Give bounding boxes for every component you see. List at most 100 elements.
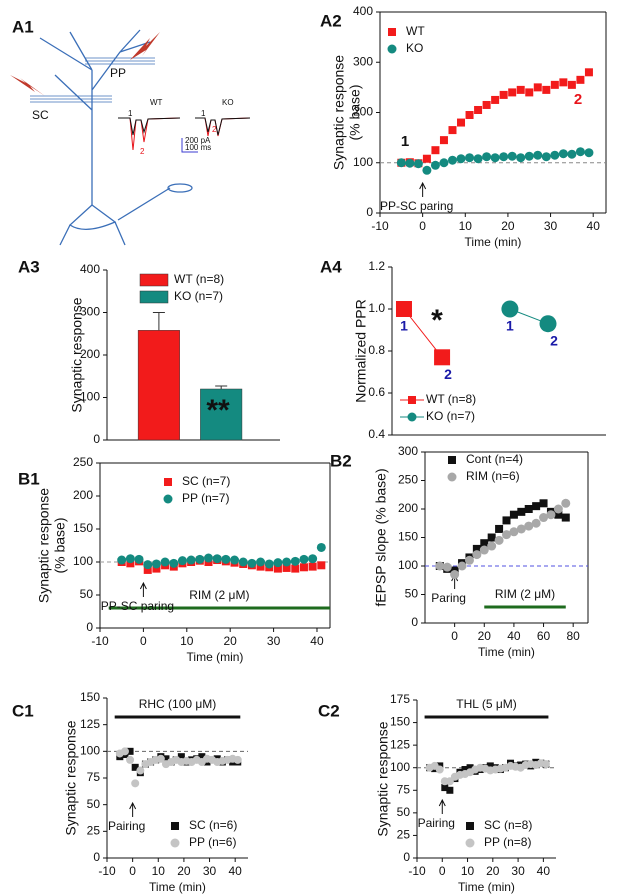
data-point <box>472 550 482 560</box>
data-point <box>558 149 568 159</box>
data-point <box>517 507 526 516</box>
y-axis-label: Synaptic response <box>375 721 391 836</box>
data-point <box>195 554 205 564</box>
pairing-label: Pairing <box>108 819 145 833</box>
x-tick-label: 10 <box>180 634 194 648</box>
data-point <box>160 557 170 567</box>
panel-label: C2 <box>318 701 340 720</box>
data-point <box>541 760 550 769</box>
pairing-arrow <box>129 801 137 817</box>
legend-swatch <box>139 273 169 287</box>
data-point <box>491 95 500 104</box>
x-tick-label: 10 <box>461 864 475 878</box>
pathway-label: SC <box>32 108 49 122</box>
data-point <box>117 555 127 565</box>
data-point <box>456 154 466 164</box>
data-point <box>256 557 266 567</box>
x-tick-label: 30 <box>203 864 217 878</box>
data-point <box>531 518 541 528</box>
data-point <box>448 126 457 135</box>
data-point <box>198 753 206 761</box>
y-tick-label: 50 <box>397 805 411 819</box>
y-tick-label: 100 <box>73 554 93 568</box>
neuron-diagram: A1 PP SC WT KO 1 2 1 2 200 <box>10 17 251 246</box>
peak-label: 2 <box>212 125 217 134</box>
data-point <box>156 754 165 763</box>
data-point <box>131 779 140 788</box>
data-point <box>134 554 144 564</box>
data-point <box>446 786 454 794</box>
x-tick-label: 0 <box>419 219 426 233</box>
data-point <box>575 147 585 157</box>
y-tick-label: 0 <box>93 432 100 446</box>
x-tick-label: 0 <box>439 864 446 878</box>
trace-label: KO <box>222 98 234 107</box>
data-point <box>516 524 526 534</box>
data-point <box>256 562 265 571</box>
legend-marker <box>465 838 475 848</box>
data-point <box>439 158 449 168</box>
y-axis-label: Normalized PPR <box>353 299 369 402</box>
data-point <box>152 564 161 573</box>
y-axis-label: (% base) <box>347 84 363 140</box>
data-point <box>247 558 257 568</box>
peak-label: 2 <box>140 147 145 156</box>
data-point <box>465 153 475 163</box>
y-tick-label: 100 <box>353 155 373 169</box>
y-tick-label: 300 <box>353 54 373 68</box>
legend-label: SC (n=8) <box>484 818 532 832</box>
x-tick-label: -10 <box>98 864 116 878</box>
x-axis-label: Time (min) <box>458 880 515 894</box>
data-point <box>509 527 519 537</box>
neuron <box>39 29 193 246</box>
data-point <box>441 784 449 792</box>
stimulus-bolt <box>10 32 160 96</box>
data-point <box>308 562 317 571</box>
scale-label: 100 ms <box>185 143 211 152</box>
traces <box>118 117 251 153</box>
legend-label: PP (n=8) <box>484 835 531 849</box>
y-axis-label: Synaptic response <box>69 297 85 412</box>
data-point <box>474 105 483 114</box>
data-point <box>525 88 534 97</box>
x-tick-label: 0 <box>129 864 136 878</box>
y-tick-label: 0.8 <box>368 343 385 357</box>
data-point <box>126 747 134 755</box>
peak-label: 1 <box>201 109 206 118</box>
y-axis-label: fEPSP slope (% base) <box>373 468 389 606</box>
data-point <box>533 83 542 92</box>
data-point <box>539 315 557 333</box>
data-point <box>431 146 440 155</box>
y-tick-label: 150 <box>390 715 410 729</box>
data-point <box>567 149 577 159</box>
data-point <box>169 558 179 568</box>
x-axis-label: Time (min) <box>478 645 535 659</box>
legend-marker <box>164 478 172 486</box>
pathway-fibers <box>30 57 155 103</box>
legend-label: WT (n=8) <box>174 272 224 286</box>
data-point <box>461 766 469 774</box>
x-tick-label: 20 <box>224 634 238 648</box>
data-point <box>490 153 500 163</box>
x-tick-label: -10 <box>371 219 389 233</box>
x-axis-label: Time (min) <box>149 880 206 894</box>
data-point <box>186 555 196 565</box>
annotation: 2 <box>574 91 582 108</box>
bar <box>137 330 180 441</box>
data-point <box>487 541 497 551</box>
panel-label: A3 <box>18 257 40 276</box>
legend-marker <box>408 396 416 404</box>
legend-label: KO <box>406 41 423 55</box>
legend-marker <box>407 412 417 422</box>
y-tick-label: 25 <box>397 828 411 842</box>
x-tick-label: 0 <box>140 634 147 648</box>
data-point <box>126 559 135 568</box>
data-point <box>126 755 135 764</box>
treatment-label: RIM (2 μM) <box>495 587 555 601</box>
y-tick-label: 75 <box>87 770 101 784</box>
y-tick-label: 200 <box>73 488 93 502</box>
data-point <box>553 504 563 514</box>
data-point <box>576 75 585 84</box>
pathway-label: PP <box>110 66 126 80</box>
error-bar <box>152 312 165 331</box>
